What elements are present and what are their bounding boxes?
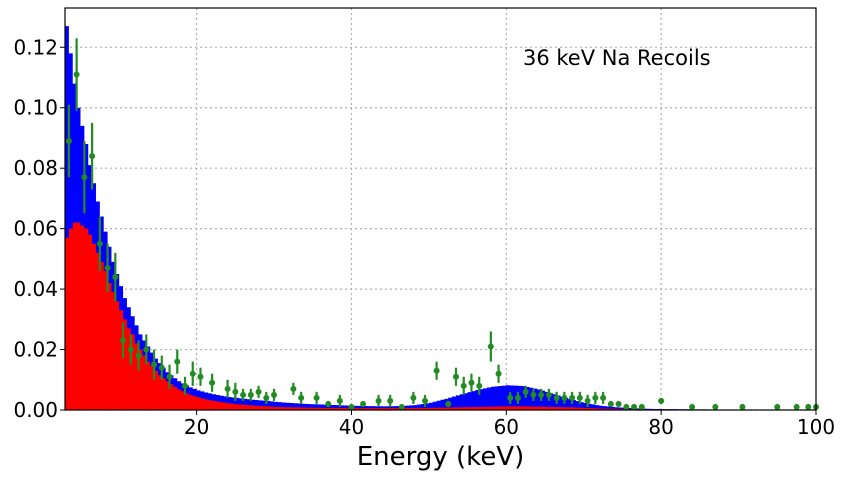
data-point (569, 394, 576, 401)
y-tick-label: 0.02 (13, 338, 58, 362)
data-point (387, 397, 394, 404)
data-point (561, 394, 568, 401)
data-point (623, 403, 630, 410)
data-point (600, 394, 607, 401)
data-point (151, 361, 158, 368)
x-tick-label: 60 (494, 415, 519, 439)
data-point (360, 400, 367, 407)
data-point (422, 397, 429, 404)
data-point (712, 403, 719, 410)
data-point (120, 337, 127, 344)
x-tick-label: 40 (339, 415, 364, 439)
x-axis-ticks: 20 40 60 80 100 (184, 410, 835, 439)
data-point (658, 397, 665, 404)
data-point (65, 137, 72, 144)
data-point (336, 397, 343, 404)
x-tick-label: 80 (648, 415, 673, 439)
data-point (240, 391, 247, 398)
x-tick-label: 20 (184, 415, 209, 439)
annotation-label: 36 keV Na Recoils (523, 46, 711, 70)
x-axis-label: Energy (keV) (357, 442, 525, 472)
data-point (452, 373, 459, 380)
data-point (584, 397, 591, 404)
recoil-histogram-bars (65, 222, 816, 410)
data-point (158, 364, 165, 371)
data-point (263, 394, 270, 401)
data-point (81, 174, 88, 181)
y-tick-label: 0.04 (13, 277, 58, 301)
data-point (538, 391, 545, 398)
data-point (313, 394, 320, 401)
data-point (224, 385, 231, 392)
data-point (271, 391, 278, 398)
data-point (576, 394, 583, 401)
data-point (290, 385, 297, 392)
data-point (522, 388, 529, 395)
data-point (433, 367, 440, 374)
data-point (73, 71, 80, 78)
data-point (104, 264, 111, 271)
data-point (135, 352, 142, 359)
y-tick-label: 0.08 (13, 156, 58, 180)
y-axis-ticks: 0.00 0.02 0.04 0.06 0.08 0.10 0.12 (13, 35, 65, 422)
data-point (247, 391, 254, 398)
data-point (615, 400, 622, 407)
data-point (174, 358, 181, 365)
data-point (127, 346, 134, 353)
y-tick-label: 0.12 (13, 35, 58, 59)
data-point (592, 394, 599, 401)
data-point (530, 391, 537, 398)
data-point (143, 346, 150, 353)
data-point (793, 403, 800, 410)
data-point (487, 343, 494, 350)
data-point (689, 403, 696, 410)
data-point (476, 382, 483, 389)
data-point (96, 240, 103, 247)
data-point (495, 370, 502, 377)
data-point (739, 403, 746, 410)
data-point (607, 400, 614, 407)
data-point (255, 388, 262, 395)
data-point (410, 394, 417, 401)
data-point (375, 397, 382, 404)
data-point (89, 153, 96, 160)
data-point (514, 394, 521, 401)
data-point (631, 403, 638, 410)
data-point (638, 403, 645, 410)
y-tick-label: 0.06 (13, 217, 58, 241)
plot-frame (64, 7, 817, 411)
data-point (774, 403, 781, 410)
recoil-histogram (65, 222, 816, 410)
y-tick-label: 0.00 (13, 398, 58, 422)
data-point (298, 394, 305, 401)
data-point (166, 373, 173, 380)
data-point (182, 382, 189, 389)
data-point (460, 382, 467, 389)
data-point (545, 391, 552, 398)
data-point (325, 400, 332, 407)
data-point (805, 403, 812, 410)
measured-data (65, 38, 819, 410)
data-point (445, 400, 452, 407)
data-point (189, 370, 196, 377)
data-point (398, 403, 405, 410)
data-point (209, 379, 216, 386)
y-tick-label: 0.10 (13, 96, 58, 120)
data-point (553, 394, 560, 401)
data-point (348, 403, 355, 410)
data-point (507, 394, 514, 401)
data-point (468, 379, 475, 386)
data-point (232, 388, 239, 395)
data-point (112, 274, 119, 281)
data-point (197, 373, 204, 380)
x-tick-label: 100 (797, 415, 835, 439)
